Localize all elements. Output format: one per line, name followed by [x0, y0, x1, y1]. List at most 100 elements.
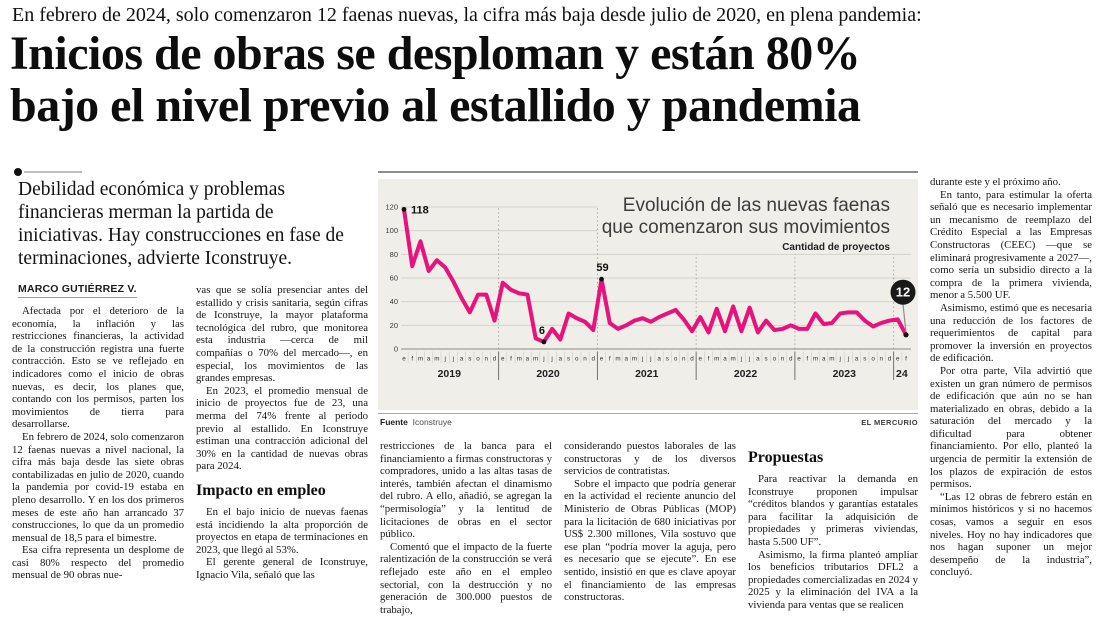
- month-label: o: [674, 356, 678, 363]
- annotation-value: 59: [596, 262, 608, 274]
- paragraph: Asimismo, estimó que es necesaria una re…: [930, 301, 1092, 365]
- month-label: s: [666, 356, 669, 363]
- month-label: m: [517, 356, 522, 363]
- paragraph: Asimismo, la firma planteó ampliar los b…: [748, 548, 918, 611]
- paragraph: Sobre el impacto que podría generar en l…: [564, 477, 736, 604]
- month-label: j: [641, 356, 643, 363]
- data-point-dot: [401, 206, 407, 212]
- paragraph: En el bajo inicio de nuevas faenas está …: [196, 505, 368, 556]
- chart-title-line-2: que comenzaron sus movimientos: [602, 217, 890, 238]
- month-label: a: [624, 356, 628, 363]
- chart-unit-label: Cantidad de proyectos: [782, 242, 890, 253]
- paragraph: En tanto, para estimular la oferta señal…: [930, 188, 1092, 302]
- kicker: En febrero de 2024, solo comenzaron 12 f…: [12, 4, 922, 26]
- month-label: s: [567, 356, 570, 363]
- data-point-dot: [903, 332, 909, 338]
- subheading: Impacto en empleo: [196, 481, 326, 499]
- month-label: n: [880, 356, 884, 363]
- year-label: 2023: [833, 368, 857, 380]
- headline-line-2: bajo el nivel previo al estallido y pand…: [10, 79, 861, 132]
- month-label: j: [847, 356, 849, 363]
- month-label: a: [723, 356, 727, 363]
- month-label: j: [649, 356, 651, 363]
- month-label: o: [773, 356, 777, 363]
- month-label: n: [485, 356, 489, 363]
- paragraph: En 2023, el promedio mensual de inicio d…: [196, 384, 368, 473]
- paragraph: “Las 12 obras de febrero están en mínimo…: [930, 490, 1092, 579]
- y-tick-label: 120: [385, 203, 398, 212]
- chart-title-line-1: Evolución de las nuevas faenas: [623, 195, 890, 216]
- paragraph: Esa cifra representa un desplome de casi…: [12, 544, 184, 582]
- month-label: s: [468, 356, 471, 363]
- month-label: a: [460, 356, 464, 363]
- chart-credit: EL MERCURIO: [861, 418, 918, 427]
- marker-rule: [24, 171, 82, 174]
- paragraph: Afectada por el deterioro de la economía…: [12, 305, 184, 431]
- body-column-3: restricciones de la banca para el financ…: [380, 440, 552, 635]
- month-label: n: [682, 356, 686, 363]
- month-label: n: [583, 356, 587, 363]
- month-label: m: [714, 356, 719, 363]
- month-label: m: [434, 356, 439, 363]
- headline: Inicios de obras se desploman y están 80…: [10, 28, 1095, 132]
- month-label: m: [813, 356, 818, 363]
- chart-source-label: Fuente: [380, 417, 408, 427]
- body-column-6: durante este y el próximo año. En tanto, …: [930, 176, 1092, 635]
- y-tick-label: 80: [390, 250, 398, 259]
- month-label: m: [533, 356, 538, 363]
- month-label: a: [427, 356, 431, 363]
- month-label: j: [838, 356, 840, 363]
- paragraph: El gerente general de Iconstruye, Ignaci…: [196, 556, 368, 581]
- chart-line: [402, 207, 908, 344]
- paragraph: considerando puestos laborales de las co…: [564, 440, 736, 478]
- annotation-badge: [890, 279, 916, 305]
- month-label: d: [789, 356, 793, 363]
- year-label: 24: [896, 368, 908, 380]
- month-label: a: [526, 356, 530, 363]
- month-label: s: [765, 356, 768, 363]
- month-label: f: [411, 356, 413, 363]
- month-label: a: [756, 356, 760, 363]
- annotation-value: 118: [411, 204, 429, 216]
- body-column-4: considerando puestos laborales de las co…: [564, 440, 736, 635]
- paragraph: En febrero de 2024, solo comenzaron 12 f…: [12, 430, 184, 544]
- year-label: 2020: [536, 368, 560, 380]
- month-label: a: [822, 356, 826, 363]
- month-label: f: [609, 356, 611, 363]
- badge-value: 12: [896, 285, 910, 300]
- chart-footer-rule: [378, 413, 918, 414]
- paragraph: durante este y el próximo año.: [930, 176, 1061, 188]
- month-label: f: [806, 356, 808, 363]
- month-label: o: [575, 356, 579, 363]
- month-label: e: [896, 356, 900, 363]
- month-label: f: [510, 356, 512, 363]
- month-label: d: [888, 356, 892, 363]
- month-label: e: [501, 356, 505, 363]
- y-tick-label: 0: [394, 345, 398, 354]
- month-label: n: [781, 356, 785, 363]
- y-tick-label: 60: [390, 274, 398, 283]
- month-label: s: [863, 356, 866, 363]
- subheading: Propuestas: [748, 449, 824, 466]
- month-label: a: [855, 356, 859, 363]
- year-label: 2019: [438, 368, 462, 380]
- chart-source: Fuente Iconstruye: [380, 417, 452, 427]
- paragraph: Comentó que el impacto de la fuerte rale…: [380, 540, 552, 616]
- y-tick-label: 100: [385, 226, 398, 235]
- body-column-5: Propuestas Para reactivar la demanda en I…: [748, 440, 918, 635]
- chart-top-rule: [378, 171, 918, 173]
- y-tick-label: 40: [390, 297, 398, 306]
- paragraph: vas que se solía presenciar antes del es…: [196, 284, 368, 385]
- month-label: m: [632, 356, 637, 363]
- data-point-dot: [541, 339, 547, 345]
- month-label: d: [690, 356, 694, 363]
- chart-block: 0 20 40 60 80 100 120 e f m a m j j a s o n d e f m a m j j a s o n d e…: [378, 179, 918, 410]
- month-label: d: [592, 356, 596, 363]
- section-marker: [14, 163, 214, 177]
- month-label: e: [600, 356, 604, 363]
- month-label: j: [443, 356, 445, 363]
- bullet-dot-icon: [14, 168, 22, 177]
- month-label: m: [615, 356, 620, 363]
- body-column-2: vas que se solía presenciar antes del es…: [196, 284, 368, 635]
